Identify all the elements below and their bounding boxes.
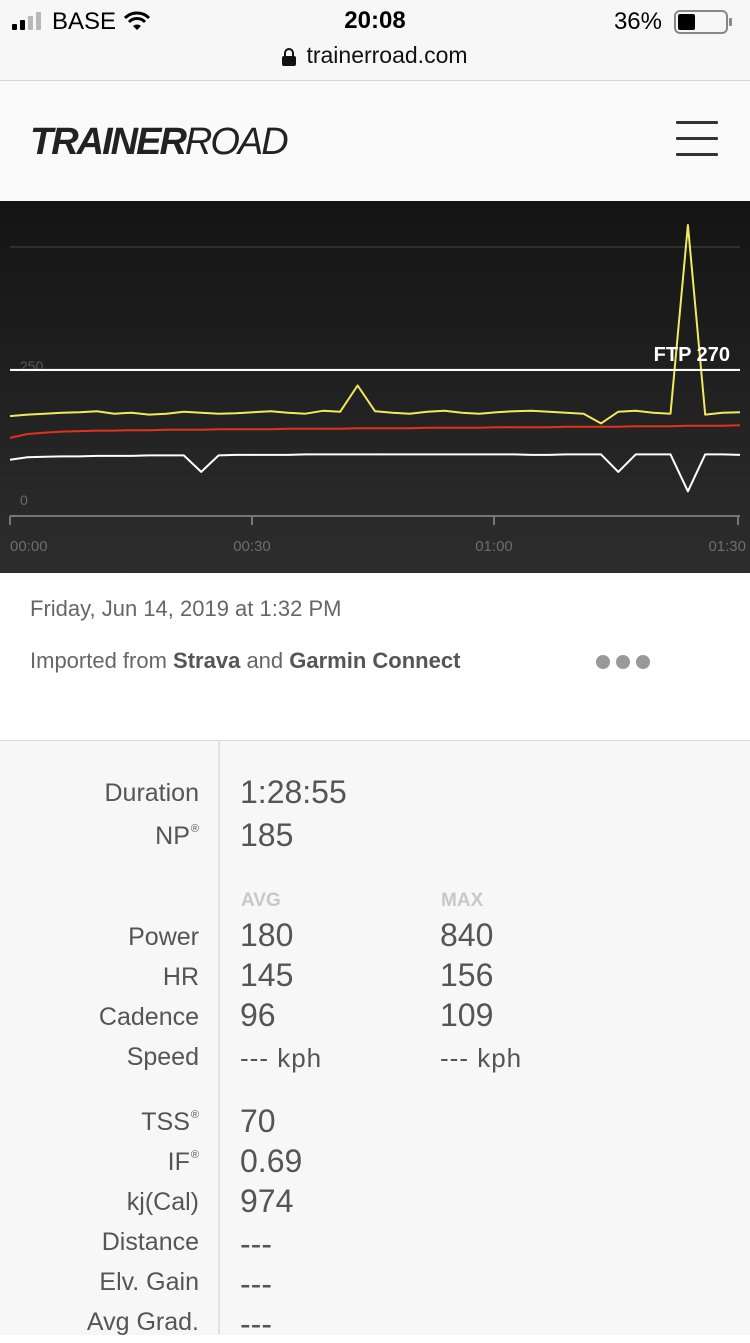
tss-value: 70 (240, 1103, 276, 1139)
series-line-1 (9, 424, 741, 439)
power-avg: 180 (240, 917, 294, 953)
stats-divider (218, 740, 220, 1334)
avg-grade-label: Avg Grad. (86, 1308, 199, 1336)
x-tick-label: 01:00 (475, 538, 513, 555)
x-tick-label: 00:00 (10, 538, 48, 555)
tss-label-text: TSS (141, 1108, 190, 1136)
x-tick-label: 00:30 (233, 538, 271, 555)
source-strava: Strava (173, 648, 241, 673)
distance-label: Distance (101, 1228, 199, 1256)
activity-date: Friday, Jun 14, 2019 at 1:32 PM (30, 596, 342, 621)
kj-label: kj(Cal) (126, 1188, 199, 1216)
battery-percent: 36% (613, 8, 662, 35)
y-tick-0: 0 (20, 492, 28, 508)
avg-grade-value: --- (240, 1306, 272, 1342)
kj-value: 974 (240, 1183, 294, 1219)
wifi-icon (123, 11, 151, 30)
hr-label: HR (162, 963, 199, 991)
cadence-avg: 96 (240, 997, 276, 1033)
registered-mark: ® (190, 1109, 199, 1121)
clock: 20:08 (344, 7, 406, 34)
if-label: IF® (168, 1148, 199, 1177)
registered-mark: ® (190, 1149, 199, 1161)
cadence-label: Cadence (98, 1003, 199, 1031)
hamburger-menu-icon[interactable] (676, 119, 720, 159)
battery-icon (674, 10, 732, 34)
y-tick-250: 250 (20, 358, 44, 374)
ride-chart[interactable]: 250 0 FTP 270 00:00 00:30 01:00 01:30 (0, 201, 750, 573)
series-line-0 (9, 224, 741, 425)
max-header: MAX (441, 890, 484, 911)
power-label: Power (128, 923, 199, 951)
x-tick-label: 01:30 (708, 538, 746, 555)
logo-bold: TRAINER (30, 121, 187, 163)
power-max: 840 (440, 917, 494, 953)
speed-avg: --- kph (240, 1043, 323, 1073)
series-layer (9, 224, 741, 493)
status-bar: BASE 20:08 36% trainerroad.com (0, 0, 750, 81)
speed-label: Speed (126, 1043, 199, 1071)
ftp-label: FTP 270 (654, 344, 730, 366)
distance-value: --- (240, 1226, 272, 1262)
ride-chart-svg: 250 0 FTP 270 00:00 00:30 01:00 01:30 (9, 224, 746, 555)
avg-header: AVG (241, 890, 281, 911)
lock-icon (282, 48, 297, 66)
address-bar[interactable]: trainerroad.com (0, 42, 750, 69)
import-and: and (240, 648, 290, 673)
stats-panel (0, 740, 750, 1335)
if-value: 0.69 (240, 1143, 303, 1179)
hr-max: 156 (440, 957, 494, 993)
source-garmin: Garmin Connect (289, 648, 461, 673)
duration-value: 1:28:55 (240, 774, 347, 810)
elevation-value: --- (240, 1266, 272, 1302)
if-label-text: IF (167, 1148, 190, 1176)
import-prefix: Imported from (30, 648, 174, 673)
tss-label: TSS® (141, 1108, 199, 1137)
more-options-icon[interactable] (596, 655, 656, 674)
np-value: 185 (240, 817, 294, 853)
url-text: trainerroad.com (306, 42, 468, 68)
logo-light: ROAD (184, 121, 289, 163)
registered-mark: ® (190, 823, 199, 835)
series-line-2 (9, 453, 741, 493)
signal-icon (12, 12, 41, 30)
np-label-text: NP (155, 822, 190, 850)
cadence-max: 109 (440, 997, 494, 1033)
carrier-name: BASE (52, 8, 117, 35)
elevation-label: Elv. Gain (99, 1268, 199, 1296)
speed-max: --- kph (440, 1043, 523, 1073)
duration-label: Duration (104, 779, 200, 807)
np-label: NP® (155, 822, 199, 851)
hr-avg: 145 (240, 957, 294, 993)
trainerroad-logo[interactable]: TRAINERROAD (30, 121, 289, 164)
import-source: Imported from Strava and Garmin Connect (30, 648, 460, 674)
site-header: TRAINERROAD (0, 81, 750, 201)
